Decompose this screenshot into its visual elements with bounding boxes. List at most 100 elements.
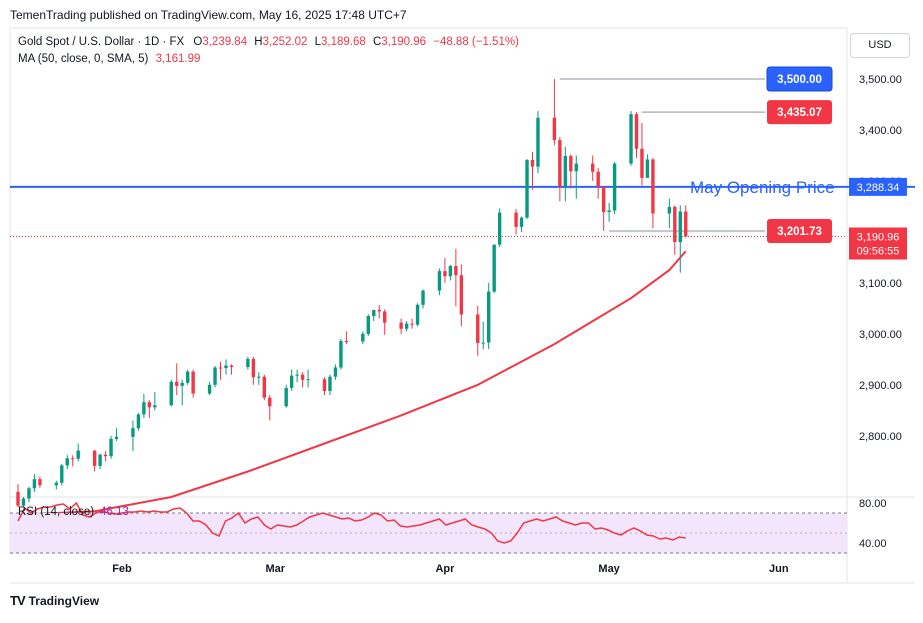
candle	[344, 331, 349, 345]
candle	[448, 265, 453, 281]
candle	[410, 318, 414, 329]
candle	[454, 248, 458, 307]
candle	[251, 356, 256, 385]
y-tick-label: 3,400.00	[859, 125, 902, 137]
candle	[191, 369, 195, 398]
candle-body	[257, 376, 261, 378]
candle-body	[476, 314, 480, 344]
candle-body	[191, 371, 195, 394]
footer-brand[interactable]: TV TradingView	[10, 593, 99, 608]
candle	[591, 155, 595, 181]
candle-body	[596, 171, 600, 188]
candle	[612, 162, 617, 215]
candle-body	[76, 450, 80, 459]
rsi-line	[17, 501, 686, 544]
candle	[514, 208, 518, 235]
y-tick-label: 2,800.00	[859, 431, 902, 443]
candle	[569, 154, 573, 189]
candle	[459, 264, 464, 327]
candle-body	[399, 322, 403, 329]
ma-legend-label[interactable]: MA (50, close, 0, SMA, 5)	[18, 53, 149, 65]
plot-frame	[9, 27, 848, 554]
price-label-box-may-high	[767, 100, 832, 125]
candle	[361, 331, 365, 345]
candle-body	[481, 342, 485, 344]
x-tick-label: Jun	[769, 563, 789, 575]
candle-body	[109, 438, 113, 457]
publisher-header: TemenTrading published on TradingView.co…	[10, 8, 407, 22]
candle	[366, 314, 370, 336]
candle	[147, 400, 152, 418]
candle-body	[175, 381, 179, 386]
candle-body	[54, 482, 59, 486]
candle	[284, 384, 288, 408]
candle-body	[21, 498, 26, 506]
low-label: L	[314, 36, 321, 48]
candle	[229, 364, 234, 375]
candle	[678, 205, 682, 273]
candle-body	[487, 291, 491, 343]
candle	[481, 321, 485, 350]
candle-body	[224, 365, 228, 369]
candle-body	[415, 304, 420, 325]
candle	[492, 244, 496, 294]
candle-body	[136, 414, 141, 429]
candle-body	[344, 341, 349, 343]
candle	[207, 381, 212, 396]
candle	[601, 186, 606, 231]
rsi-legend-label[interactable]: RSI (14, close)	[18, 506, 95, 518]
candle	[213, 365, 217, 388]
candle-body	[339, 341, 343, 368]
candle-body	[71, 458, 75, 460]
candle	[54, 480, 59, 490]
price-label-box-support	[767, 219, 832, 244]
rsi-band	[10, 513, 847, 553]
candle	[552, 78, 557, 146]
candle-body	[328, 376, 332, 391]
candle	[60, 463, 64, 486]
candle	[377, 304, 381, 319]
candle-body	[65, 458, 69, 466]
candle	[65, 455, 69, 469]
close-label: C	[372, 36, 382, 48]
candle-body	[300, 374, 305, 380]
candle	[16, 484, 20, 508]
high-value: 3,252.02	[262, 36, 308, 48]
candle	[383, 309, 387, 335]
candle	[71, 455, 75, 467]
candle-body	[218, 367, 223, 369]
candle-body	[514, 212, 518, 227]
candle	[224, 359, 228, 375]
candle	[98, 453, 102, 469]
candle	[27, 486, 31, 503]
candle-body	[114, 436, 119, 439]
ma-legend-value: 3,161.99	[155, 53, 201, 65]
candle-body	[229, 365, 234, 368]
candle-body	[667, 206, 672, 214]
candle-body	[289, 375, 294, 388]
candle-body	[552, 117, 557, 141]
candle	[536, 111, 540, 174]
candle-body	[607, 210, 611, 213]
price-label-support: 3,201.73	[777, 226, 822, 238]
candle-body	[147, 402, 152, 408]
candle-body	[153, 405, 157, 408]
candle	[372, 309, 376, 322]
candle	[76, 443, 80, 462]
candle	[399, 318, 403, 334]
candle	[487, 282, 491, 350]
symbol-legend: Gold Spot / U.S. Dollar · 1D · FX O3,239…	[18, 36, 519, 48]
candle-body	[569, 155, 573, 172]
currency-button[interactable]: USD	[850, 33, 910, 58]
footer-brand-text: TradingView	[28, 593, 100, 608]
candle	[169, 379, 173, 407]
candle	[322, 377, 327, 396]
symbol-title[interactable]: Gold Spot / U.S. Dollar · 1D · FX	[18, 36, 185, 48]
candle	[558, 137, 562, 202]
candle	[300, 372, 305, 388]
candle-body	[678, 211, 682, 243]
candle	[38, 476, 42, 488]
candle	[109, 435, 113, 459]
candle	[328, 374, 332, 396]
